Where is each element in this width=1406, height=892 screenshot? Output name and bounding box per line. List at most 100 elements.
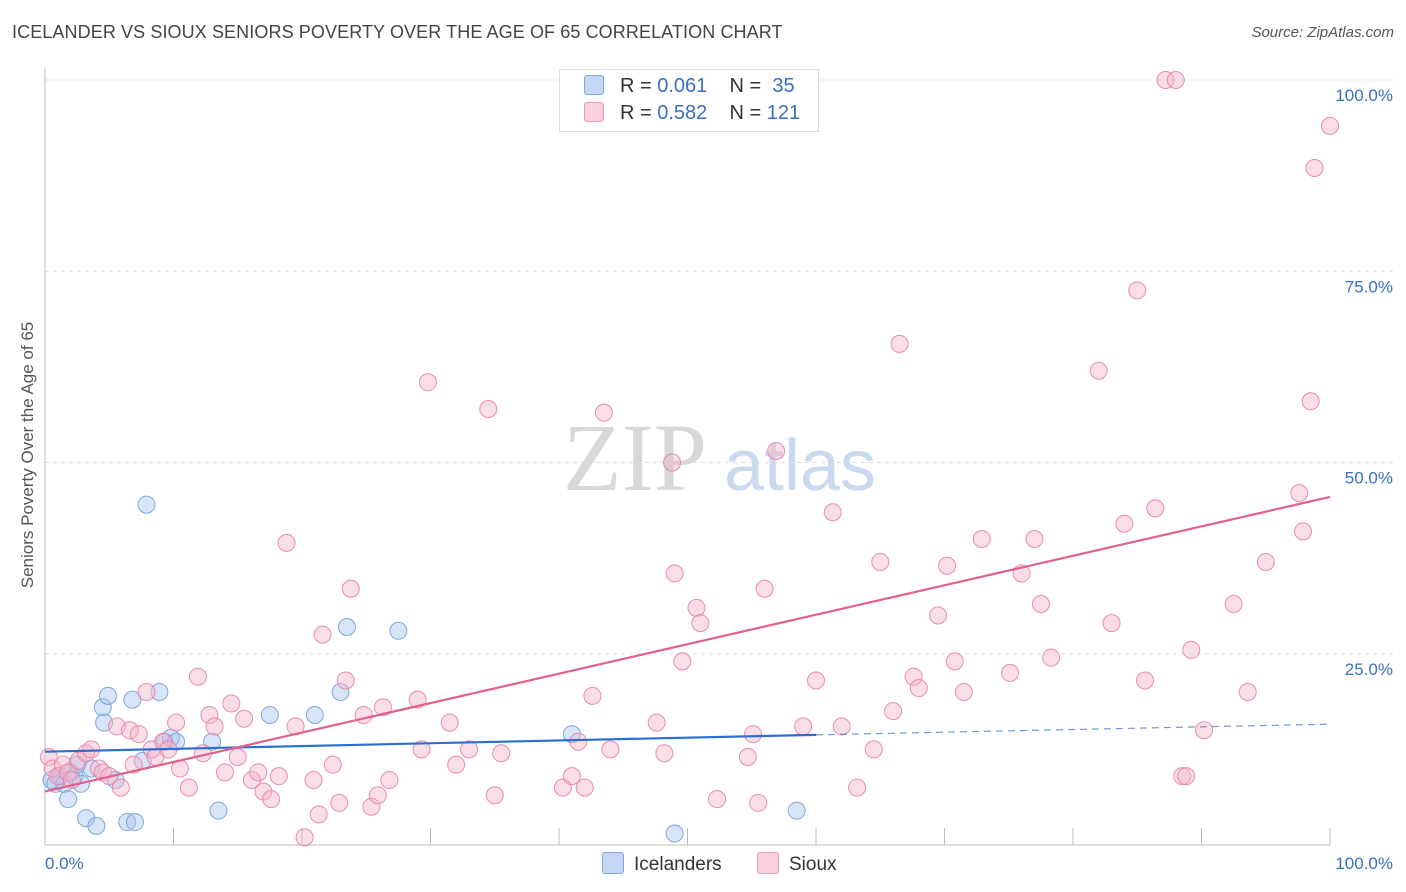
data-point-sioux [945, 652, 964, 671]
data-point-sioux [904, 667, 923, 686]
y-tick-label: 25.0% [1345, 660, 1393, 679]
data-point-sioux [1177, 767, 1196, 786]
bottom-legend-label-sioux: Sioux [789, 854, 837, 875]
data-point-sioux [341, 579, 360, 598]
data-point-sioux [368, 786, 387, 805]
data-point-icelanders [337, 617, 356, 636]
data-point-icelanders [118, 813, 137, 832]
bottom-legend-sioux: Sioux [757, 852, 837, 876]
data-point-sioux [938, 556, 957, 575]
data-point-sioux [1128, 281, 1147, 300]
data-point-sioux [1102, 614, 1121, 633]
data-point-sioux [137, 683, 156, 701]
data-point-sioux [412, 740, 431, 759]
trend-line-icelanders-extension [815, 723, 1331, 736]
data-point-sioux [601, 740, 620, 759]
data-point-sioux [687, 598, 706, 617]
data-point-icelanders [93, 698, 112, 717]
data-point-sioux [1001, 663, 1020, 682]
data-point-sioux [440, 713, 459, 732]
data-point-sioux [200, 705, 219, 724]
data-point-sioux [82, 740, 101, 759]
data-point-sioux [269, 767, 288, 786]
data-point-sioux [1256, 552, 1275, 571]
data-point-sioux [235, 709, 254, 728]
data-point-sioux [744, 725, 763, 744]
data-point-icelanders [125, 813, 144, 832]
data-point-sioux [823, 503, 842, 522]
bottom-legend-swatch-icelanders [602, 852, 624, 874]
data-point-sioux [1238, 683, 1257, 701]
data-point-sioux [708, 790, 727, 809]
data-point-sioux [1321, 116, 1339, 135]
data-point-sioux [1290, 484, 1309, 503]
data-point-sioux [222, 694, 241, 713]
tick-labels: 25.0% 50.0% 75.0% 100.0% 0.0% 100.0% [45, 86, 1393, 873]
data-point-sioux [1089, 361, 1108, 380]
legend-n-value: 35 [772, 75, 795, 97]
data-point-sioux [848, 778, 867, 797]
data-point-sioux [807, 671, 825, 690]
data-point-sioux [665, 564, 684, 583]
data-point-sioux [249, 763, 268, 782]
data-point-sioux [663, 453, 682, 472]
data-point-sioux [871, 552, 890, 571]
legend-r-value: 0.061 [657, 75, 708, 97]
data-point-sioux [295, 828, 314, 847]
data-point-sioux [1182, 640, 1201, 659]
data-point-sioux [479, 399, 498, 418]
data-point-sioux [492, 744, 511, 763]
data-point-sioux [1115, 514, 1134, 533]
data-point-sioux [954, 683, 973, 701]
bottom-legend-icelanders: Icelanders [602, 852, 722, 876]
data-point-sioux [575, 778, 594, 797]
trend-lines [44, 495, 1331, 793]
legend-n-value: 121 [766, 102, 801, 124]
data-point-icelanders [209, 801, 228, 820]
data-point-sioux [864, 740, 883, 759]
data-point-sioux [1294, 522, 1313, 541]
data-point-sioux [832, 717, 851, 736]
data-point-sioux [767, 442, 786, 461]
legend-row-icelanders: R = 0.061 N = 35 [584, 75, 795, 99]
data-point-sioux [673, 652, 692, 671]
trend-line-icelanders [44, 733, 817, 753]
data-point-sioux [1042, 648, 1061, 667]
data-point-icelanders [123, 690, 142, 709]
data-point-sioux [1031, 595, 1050, 614]
data-point-icelanders [305, 705, 324, 724]
data-point-sioux [418, 373, 437, 392]
data-point-sioux [909, 679, 928, 698]
data-point-icelanders [167, 732, 186, 751]
data-point-sioux [1195, 721, 1214, 740]
data-point-sioux [1135, 671, 1154, 690]
data-point-sioux [228, 748, 247, 767]
x-tick-label: 100.0% [1335, 854, 1393, 873]
data-point-sioux [373, 698, 392, 717]
data-point-icelanders [98, 686, 117, 705]
y-tick-label: 50.0% [1345, 469, 1393, 488]
data-point-sioux [594, 403, 613, 422]
data-point-icelanders [77, 809, 96, 828]
axes [44, 68, 1331, 846]
data-point-sioux [254, 782, 273, 801]
watermark-atlas: atlas [724, 426, 876, 506]
data-point-sioux [323, 755, 342, 774]
data-point-sioux [309, 805, 328, 824]
data-points [39, 71, 1339, 847]
data-point-sioux [1156, 71, 1175, 89]
data-point-icelanders [87, 816, 106, 835]
legend-row-sioux: R = 0.582 N = 121 [584, 102, 800, 126]
data-point-sioux [738, 748, 757, 767]
data-point-icelanders [59, 790, 78, 809]
y-tick-label: 100.0% [1335, 86, 1393, 105]
data-point-sioux [485, 786, 504, 805]
trend-line-sioux [44, 495, 1331, 793]
data-point-icelanders [260, 705, 279, 724]
x-tick-label: 0.0% [45, 854, 84, 873]
data-point-icelanders [787, 801, 806, 820]
data-point-sioux [691, 614, 710, 633]
data-point-sioux [1301, 392, 1320, 411]
data-point-sioux [1305, 158, 1324, 177]
